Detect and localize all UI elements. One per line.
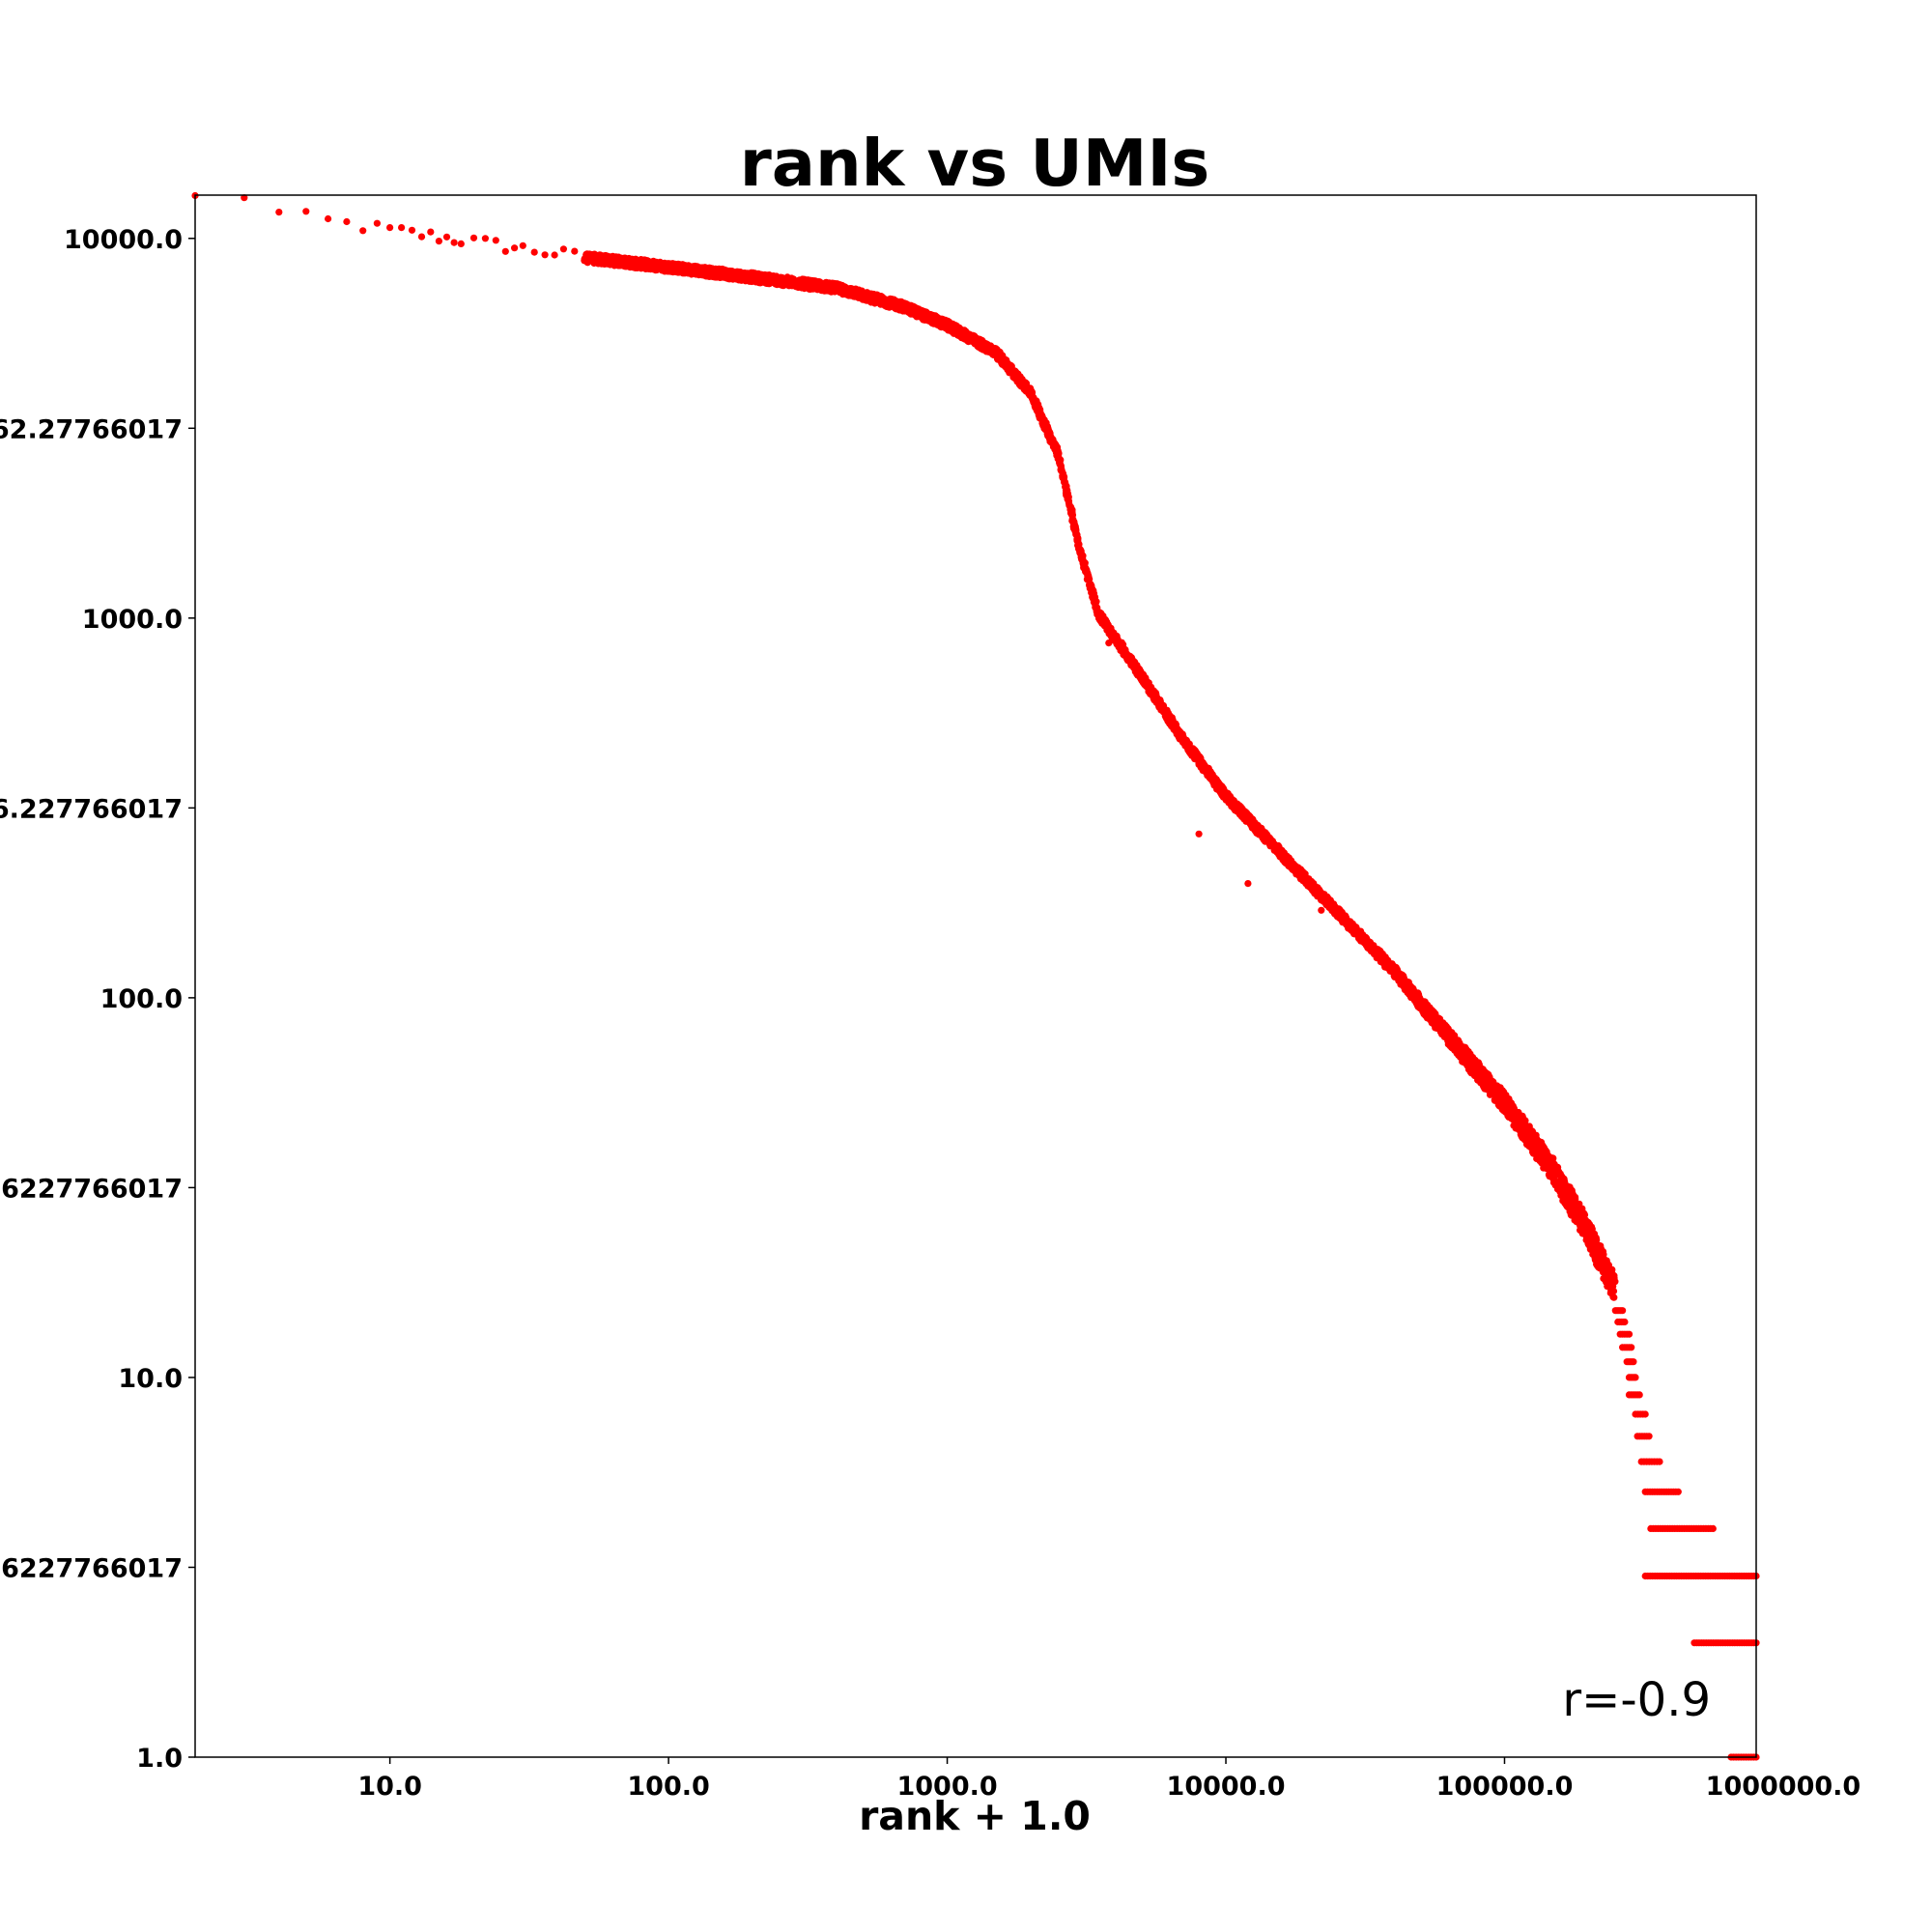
data-point [408,226,416,234]
data-point [1093,598,1100,606]
data-point [373,219,381,227]
data-point [241,194,248,202]
chart-title: rank vs UMIs [740,126,1210,201]
data-point [386,224,394,232]
data-point [551,251,558,259]
data-point [1610,1293,1618,1301]
data-point [1641,1410,1649,1418]
data-point [571,247,579,255]
data-point [1709,1524,1717,1532]
data-point [427,228,435,236]
data-point [325,214,332,223]
data-point [1656,1458,1663,1465]
data-point [1645,1433,1653,1440]
data-point [359,227,367,235]
data-point [1060,472,1067,480]
data-point [501,247,509,255]
data-point [457,240,465,247]
data-point [417,233,426,241]
data-point [450,239,458,246]
data-point [481,235,489,242]
scatter-points [191,191,1760,1761]
data-point [541,251,549,259]
data-point [1609,1288,1618,1295]
data-point [1635,1391,1643,1399]
data-point [1674,1488,1682,1495]
data-point [492,237,499,244]
data-point [1628,1344,1635,1351]
data-point [530,248,538,256]
data-point [559,245,568,253]
data-point [1630,1358,1637,1366]
data-point [519,242,526,249]
data-point [343,217,351,226]
data-point [275,209,283,216]
data-point [469,234,478,242]
data-point [302,208,310,215]
data-point [1610,1274,1618,1282]
data-point [1068,508,1076,517]
data-point [1632,1374,1639,1381]
data-point [435,238,442,245]
data-point [1074,535,1082,543]
data-point [1075,540,1083,549]
data-point [398,224,406,232]
data-point [511,244,519,252]
data-point [442,233,451,241]
